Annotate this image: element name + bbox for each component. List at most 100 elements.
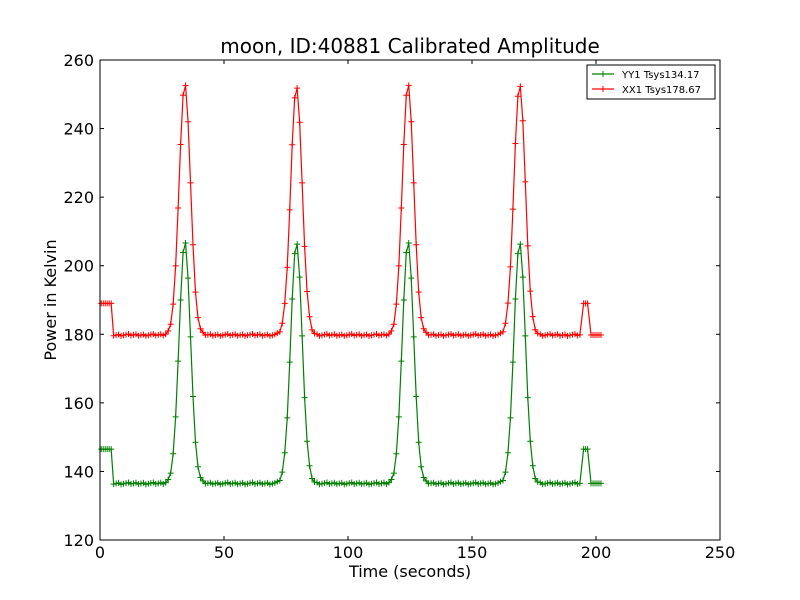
data-point bbox=[398, 358, 405, 365]
y-tick-label: 140 bbox=[63, 462, 94, 481]
data-point bbox=[400, 141, 407, 148]
data-point bbox=[172, 413, 179, 420]
data-point bbox=[165, 327, 172, 334]
data-point bbox=[284, 414, 291, 421]
data-point bbox=[403, 249, 410, 256]
x-tick-label: 0 bbox=[95, 543, 105, 562]
data-point bbox=[420, 474, 427, 481]
data-point bbox=[180, 92, 187, 99]
data-point bbox=[512, 295, 519, 302]
data-point bbox=[522, 332, 529, 339]
data-point bbox=[395, 413, 402, 420]
data-point bbox=[177, 297, 184, 304]
data-point bbox=[415, 439, 422, 446]
data-point bbox=[527, 288, 534, 295]
data-point bbox=[187, 333, 194, 340]
data-point bbox=[529, 462, 536, 469]
data-point bbox=[398, 205, 405, 212]
data-point bbox=[509, 359, 516, 366]
data-point bbox=[301, 394, 308, 401]
data-point bbox=[175, 358, 182, 365]
legend-entry: XX1 Tsys178.67 bbox=[592, 85, 701, 96]
axis-ticks: 0 50 100 150 200 250 120 140 160 180 200 220 240 260 bbox=[63, 51, 735, 562]
data-point bbox=[286, 359, 293, 366]
data-point bbox=[418, 314, 425, 321]
data-point bbox=[167, 321, 174, 328]
y-tick-label: 240 bbox=[63, 120, 94, 139]
data-point bbox=[165, 476, 172, 483]
y-tick-label: 120 bbox=[63, 531, 94, 550]
data-point bbox=[517, 83, 524, 90]
data-point bbox=[279, 320, 286, 327]
data-point bbox=[532, 475, 539, 482]
x-axis-label: Time (seconds) bbox=[348, 562, 471, 581]
data-point bbox=[500, 477, 506, 484]
data-point bbox=[304, 438, 311, 445]
data-point bbox=[522, 178, 529, 185]
data-point bbox=[504, 449, 511, 456]
data-point bbox=[509, 206, 516, 213]
data-point bbox=[177, 141, 184, 148]
data-point bbox=[172, 262, 179, 269]
data-point bbox=[180, 249, 187, 256]
data-point bbox=[304, 288, 311, 295]
data-point bbox=[309, 475, 316, 482]
data-point bbox=[524, 242, 531, 249]
data-point bbox=[584, 300, 591, 307]
legend-label: YY1 Tsys134.17 bbox=[621, 70, 700, 81]
data-point bbox=[504, 300, 511, 307]
data-point bbox=[299, 332, 306, 339]
x-tick-label: 150 bbox=[457, 543, 488, 562]
data-point bbox=[405, 82, 412, 89]
data-point bbox=[390, 470, 397, 477]
data-point bbox=[403, 92, 410, 99]
data-point bbox=[385, 331, 392, 338]
data-point bbox=[192, 439, 199, 446]
data-point bbox=[194, 314, 201, 321]
y-tick-label: 180 bbox=[63, 325, 94, 344]
data-point bbox=[500, 328, 506, 335]
data-point bbox=[388, 476, 395, 483]
data-point bbox=[197, 325, 204, 332]
legend-marker bbox=[600, 71, 606, 77]
data-point bbox=[289, 141, 296, 148]
y-tick-label: 160 bbox=[63, 394, 94, 413]
x-tick-label: 100 bbox=[333, 543, 364, 562]
data-point bbox=[185, 118, 192, 125]
x-tick-label: 200 bbox=[581, 543, 612, 562]
data-point bbox=[162, 331, 169, 338]
data-point bbox=[306, 313, 313, 320]
data-point bbox=[519, 117, 526, 124]
data-point bbox=[395, 262, 402, 269]
legend-label: XX1 Tsys178.67 bbox=[622, 85, 701, 96]
data-point bbox=[170, 301, 177, 308]
data-point bbox=[514, 250, 521, 257]
data-point bbox=[281, 300, 288, 307]
data-point bbox=[175, 205, 182, 212]
data-point bbox=[597, 331, 604, 338]
legend: YY1 Tsys134.17 XX1 Tsys178.67 bbox=[586, 64, 716, 100]
data-point bbox=[512, 140, 519, 147]
chart-title: moon, ID:40881 Calibrated Amplitude bbox=[220, 34, 600, 58]
data-point bbox=[408, 118, 415, 125]
data-point bbox=[192, 289, 199, 296]
data-point bbox=[507, 263, 514, 270]
data-point bbox=[286, 206, 293, 213]
data-point bbox=[309, 326, 316, 333]
series-markers-1 bbox=[98, 240, 604, 488]
x-tick-label: 50 bbox=[214, 543, 234, 562]
plot-area bbox=[98, 82, 604, 488]
data-point bbox=[187, 179, 194, 186]
y-tick-label: 260 bbox=[63, 51, 94, 70]
data-point bbox=[524, 394, 531, 401]
data-point bbox=[408, 275, 415, 282]
data-point bbox=[418, 463, 425, 470]
data-point bbox=[405, 240, 412, 247]
data-point bbox=[182, 240, 189, 247]
data-point bbox=[413, 241, 420, 248]
data-point bbox=[299, 179, 306, 186]
x-tick-label: 250 bbox=[705, 543, 736, 562]
data-point bbox=[393, 301, 400, 308]
